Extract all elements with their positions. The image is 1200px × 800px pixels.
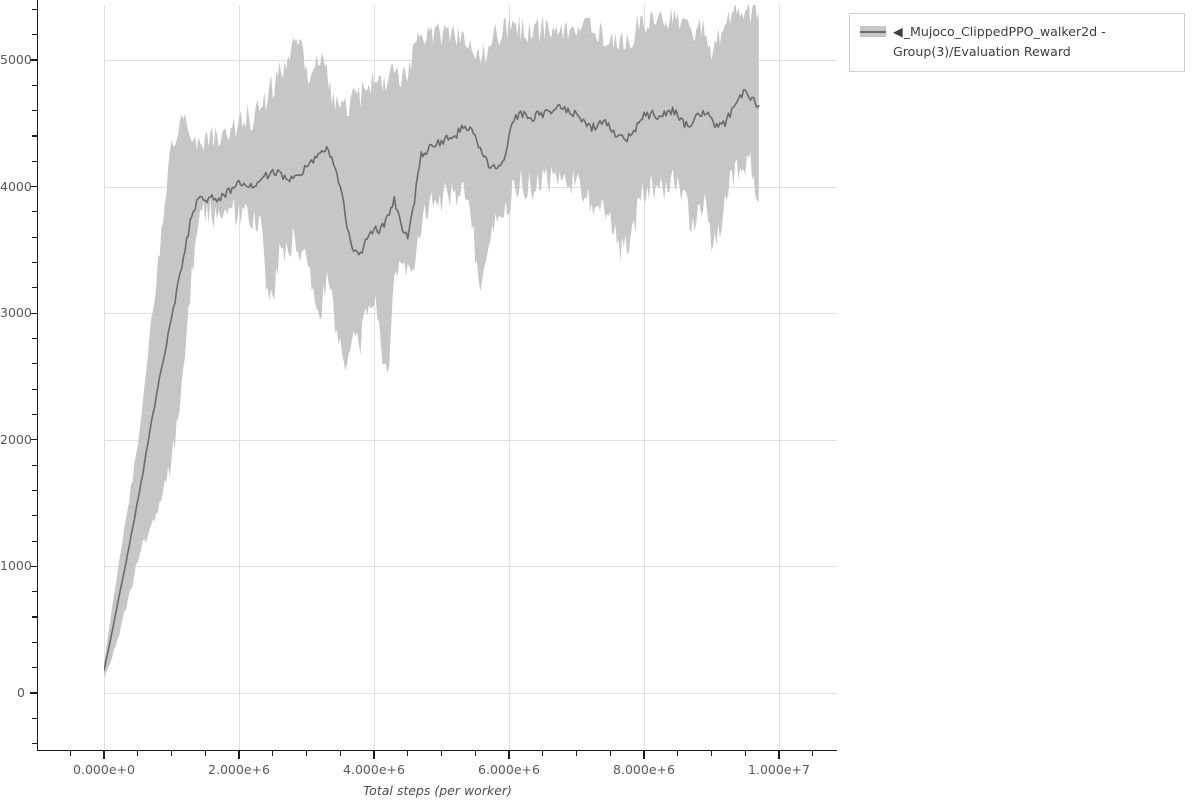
x-tick-major-10000000 <box>778 750 780 759</box>
y-tick-minor <box>32 641 38 643</box>
y-tick-minor <box>32 110 38 112</box>
y-tick-minor <box>32 211 38 213</box>
x-tick-major-0 <box>103 750 105 759</box>
y-tick-minor <box>32 464 38 466</box>
x-tick-label-10000000: 1.000e+7 <box>748 762 810 777</box>
y-tick-minor <box>32 8 38 10</box>
x-tick-label-8000000: 8.000e+6 <box>613 762 675 777</box>
y-tick-label-2000: 2000 <box>0 431 32 447</box>
x-tick-minor <box>812 750 814 756</box>
gridline-x-10000000 <box>779 5 780 750</box>
plot-clip-region <box>104 5 837 750</box>
y-tick-minor <box>32 135 38 137</box>
legend[interactable]: ◀_Mujoco_ClippedPPO_walker2d - Group(3)/… <box>849 13 1185 72</box>
x-tick-minor <box>407 750 409 756</box>
confidence-band <box>104 5 759 678</box>
y-tick-minor <box>32 667 38 669</box>
x-tick-label-4000000: 4.000e+6 <box>343 762 405 777</box>
x-tick-minor <box>744 750 746 756</box>
y-tick-major-2000 <box>30 439 38 441</box>
y-tick-minor <box>32 717 38 719</box>
x-tick-minor <box>575 750 578 756</box>
y-tick-minor <box>32 236 38 238</box>
y-tick-minor <box>32 34 38 36</box>
x-tick-major-2000000 <box>238 750 240 759</box>
y-tick-minor <box>32 160 38 162</box>
x-tick-label-0: 0.000e+0 <box>73 762 135 777</box>
y-tick-minor <box>32 743 38 745</box>
y-tick-minor <box>32 337 38 340</box>
gridline-x-4000000 <box>374 5 375 750</box>
left-triangle-icon: ◀ <box>893 24 903 39</box>
gridline-x-2000000 <box>239 5 240 750</box>
x-axis-title: Total steps (per worker) <box>363 783 512 798</box>
gridline-y-1000 <box>104 566 837 568</box>
series-canvas <box>104 5 760 678</box>
mean-line <box>104 89 760 672</box>
y-tick-minor <box>32 540 38 542</box>
x-tick-minor <box>609 750 611 756</box>
legend-series-name: _Mujoco_ClippedPPO_walker2d - Group(3)/E… <box>893 24 1106 59</box>
x-tick-minor <box>677 750 679 756</box>
y-axis-spine <box>37 0 39 751</box>
y-tick-label-0: 0 <box>17 685 25 700</box>
gridline-x-0 <box>104 5 105 750</box>
legend-line-swatch <box>860 30 886 33</box>
y-tick-major-1000 <box>30 565 38 567</box>
x-tick-major-4000000 <box>373 750 375 759</box>
y-tick-major-4000 <box>30 186 38 188</box>
x-tick-minor <box>440 750 443 756</box>
y-tick-minor <box>32 84 38 86</box>
gridline-x-8000000 <box>644 5 645 750</box>
x-tick-minor <box>204 750 206 756</box>
x-tick-minor <box>339 750 341 756</box>
x-tick-minor <box>170 750 173 756</box>
x-tick-label-2000000: 2.000e+6 <box>208 762 270 777</box>
y-tick-minor <box>32 489 38 491</box>
x-tick-label-6000000: 6.000e+6 <box>478 762 540 777</box>
x-tick-major-8000000 <box>643 750 645 759</box>
y-tick-major-0 <box>30 692 38 694</box>
x-tick-minor <box>272 750 274 756</box>
y-tick-minor <box>32 388 38 390</box>
y-tick-label-5000: 5000 <box>0 52 32 67</box>
gridline-y-0 <box>104 693 837 694</box>
plot-area <box>104 5 837 750</box>
gridline-x-6000000 <box>509 5 510 750</box>
x-tick-minor <box>710 750 713 756</box>
x-tick-minor <box>137 750 139 756</box>
y-tick-major-3000 <box>30 312 38 314</box>
y-tick-label-3000: 3000 <box>0 305 32 321</box>
gridline-y-3000 <box>104 313 837 315</box>
y-tick-major-5000 <box>30 59 38 61</box>
y-tick-minor <box>32 591 38 593</box>
gridline-y-2000 <box>104 439 837 441</box>
x-tick-minor <box>305 750 308 756</box>
x-tick-major-6000000 <box>508 750 510 759</box>
legend-swatch <box>860 24 886 39</box>
y-tick-minor <box>32 262 38 264</box>
y-tick-minor <box>32 413 38 416</box>
legend-entry-label[interactable]: ◀_Mujoco_ClippedPPO_walker2d - Group(3)/… <box>893 22 1176 62</box>
y-tick-minor <box>32 515 38 517</box>
x-tick-minor <box>69 750 71 756</box>
x-tick-minor <box>474 750 476 756</box>
y-tick-label-1000: 1000 <box>0 558 32 574</box>
y-tick-label-4000: 4000 <box>0 178 32 194</box>
y-tick-minor <box>32 616 38 618</box>
y-tick-minor <box>32 287 38 289</box>
y-tick-minor <box>32 363 38 365</box>
x-tick-minor <box>542 750 544 756</box>
x-axis-spine <box>37 749 837 751</box>
